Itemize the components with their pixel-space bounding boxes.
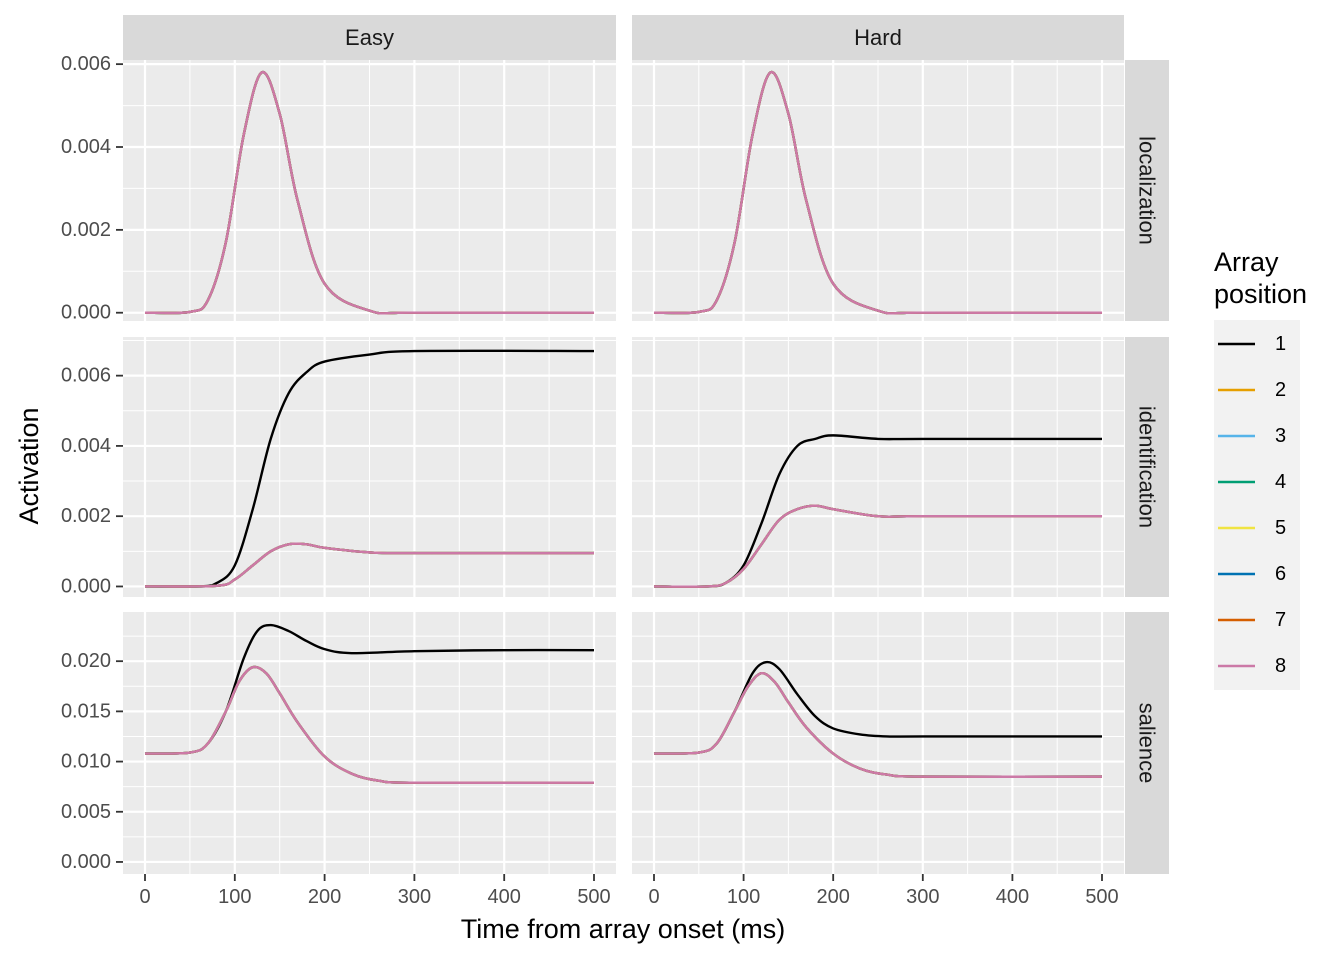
x-tick-label: 300 bbox=[906, 886, 939, 908]
legend-item-label: 8 bbox=[1275, 655, 1286, 677]
y-tick-label: 0.000 bbox=[61, 302, 111, 324]
x-axes: 0 100 200 300 400 500 0 100 200 300 400 500 bbox=[139, 874, 1119, 908]
legend-item-label: 7 bbox=[1275, 609, 1286, 631]
row-strips: localization identification salience bbox=[1125, 60, 1169, 874]
y-tick-label: 0.004 bbox=[61, 435, 111, 457]
x-tick-label: 500 bbox=[577, 886, 610, 908]
x-tick-label: 100 bbox=[727, 886, 760, 908]
x-tick-label: 300 bbox=[398, 886, 431, 908]
y-tick-label: 0.004 bbox=[61, 136, 111, 158]
series-line-1 bbox=[144, 349, 595, 588]
series-line-8 bbox=[653, 71, 1103, 315]
legend-title: Array bbox=[1214, 247, 1279, 277]
series-line-8 bbox=[144, 71, 595, 315]
row-strip-label: identification bbox=[1135, 406, 1160, 528]
legend-item-label: 5 bbox=[1275, 517, 1286, 539]
x-tick-label: 0 bbox=[139, 886, 150, 908]
x-tick-label: 400 bbox=[996, 886, 1029, 908]
y-tick-label: 0.015 bbox=[61, 700, 111, 722]
series-line-8 bbox=[653, 504, 1103, 588]
series-line-8 bbox=[653, 672, 1103, 778]
x-tick-label: 100 bbox=[218, 886, 251, 908]
column-strips: Easy Hard bbox=[123, 15, 1124, 60]
legend-title: position bbox=[1214, 279, 1307, 309]
row-strip-label: localization bbox=[1135, 136, 1160, 245]
y-tick-label: 0.010 bbox=[61, 751, 111, 773]
x-tick-label: 0 bbox=[648, 886, 659, 908]
panel-salience-hard bbox=[632, 612, 1124, 874]
y-axes: 0.000 0.002 0.004 0.006 0.000 0.002 0.004 0.006… bbox=[61, 53, 123, 873]
column-strip-label: Hard bbox=[854, 25, 902, 50]
row-strip-label: salience bbox=[1135, 703, 1160, 784]
series-line-8 bbox=[144, 665, 595, 785]
y-tick-label: 0.020 bbox=[61, 650, 111, 672]
panel-salience-easy bbox=[123, 612, 616, 874]
y-tick-label: 0.006 bbox=[61, 365, 111, 387]
row-strip-localization bbox=[1125, 60, 1169, 321]
panel-localization-easy bbox=[123, 60, 616, 321]
legend-item-label: 6 bbox=[1275, 563, 1286, 585]
panels bbox=[123, 60, 1124, 874]
panel-localization-hard bbox=[632, 60, 1124, 321]
legend-item-label: 3 bbox=[1275, 425, 1286, 447]
y-tick-label: 0.002 bbox=[61, 505, 111, 527]
row-strip-identification bbox=[1125, 337, 1169, 597]
x-axis-title: Time from array onset (ms) bbox=[461, 914, 786, 944]
y-tick-label: 0.005 bbox=[61, 801, 111, 823]
row-strip-salience bbox=[1125, 612, 1169, 874]
x-tick-label: 200 bbox=[817, 886, 850, 908]
column-strip-hard bbox=[632, 15, 1124, 60]
series-line-8 bbox=[144, 542, 595, 588]
legend-item-label: 4 bbox=[1275, 471, 1286, 493]
column-strip-label: Easy bbox=[345, 25, 394, 50]
legend-item-label: 1 bbox=[1275, 333, 1286, 355]
y-tick-label: 0.000 bbox=[61, 851, 111, 873]
y-tick-label: 0.002 bbox=[61, 219, 111, 241]
y-tick-label: 0.006 bbox=[61, 53, 111, 75]
column-strip-easy bbox=[123, 15, 616, 60]
panel-identification-hard bbox=[632, 337, 1124, 597]
x-tick-label: 400 bbox=[488, 886, 521, 908]
panel-identification-easy bbox=[123, 337, 616, 597]
y-tick-label: 0.000 bbox=[61, 575, 111, 597]
x-tick-label: 500 bbox=[1085, 886, 1118, 908]
x-tick-label: 200 bbox=[308, 886, 341, 908]
legend-item-label: 2 bbox=[1275, 379, 1286, 401]
y-axis-title: Activation bbox=[14, 407, 44, 524]
